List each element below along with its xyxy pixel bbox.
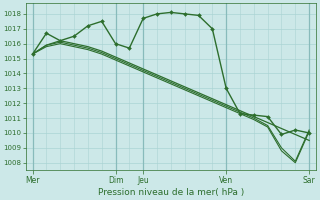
- X-axis label: Pression niveau de la mer( hPa ): Pression niveau de la mer( hPa ): [98, 188, 244, 197]
